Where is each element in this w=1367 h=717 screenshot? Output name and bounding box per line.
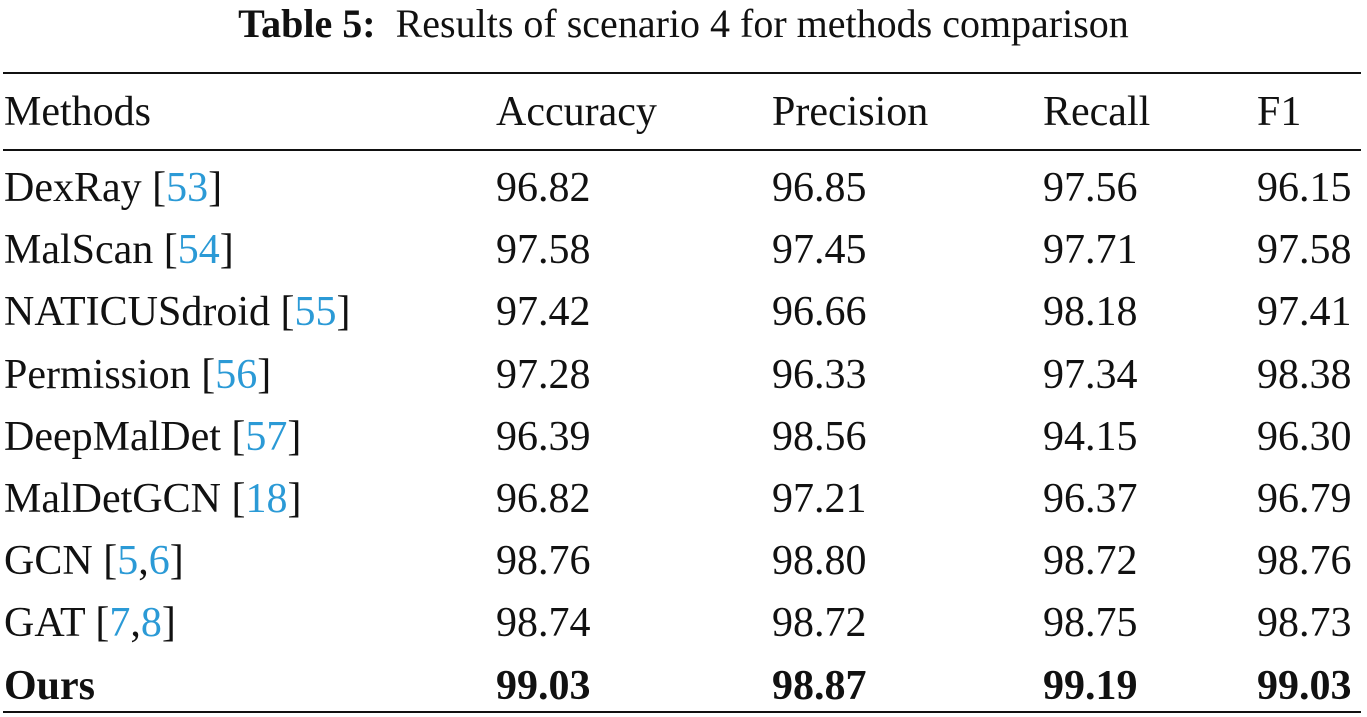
precision-cell: 98.87 xyxy=(772,662,867,709)
accuracy-cell: 96.82 xyxy=(496,165,591,211)
table-row: DeepMalDet [57] 96.39 98.56 94.15 96.30 xyxy=(0,406,1367,468)
column-header-recall: Recall xyxy=(1043,89,1151,135)
accuracy-cell: 96.39 xyxy=(496,413,591,460)
column-header-accuracy: Accuracy xyxy=(496,89,657,135)
recall-cell: 96.37 xyxy=(1043,476,1138,522)
precision-cell: 97.45 xyxy=(772,227,867,274)
header-rule xyxy=(3,149,1361,151)
table-row: Ours 99.03 98.87 99.19 99.03 xyxy=(0,655,1367,717)
table-row: NATICUSdroid [55] 97.42 96.66 98.18 97.41 xyxy=(0,281,1367,343)
citation-link[interactable]: 5 xyxy=(117,538,139,585)
method-name: DexRay xyxy=(4,165,142,211)
precision-cell: 98.56 xyxy=(772,413,867,460)
method-cell: MalDetGCN [18] xyxy=(4,476,302,522)
method-name: GAT xyxy=(4,600,85,647)
f1-cell: 96.30 xyxy=(1257,413,1352,460)
accuracy-cell: 98.74 xyxy=(496,600,591,647)
precision-cell: 96.85 xyxy=(772,165,867,211)
method-cell: NATICUSdroid [55] xyxy=(4,289,351,336)
citation-link[interactable]: 57 xyxy=(245,413,288,460)
table-caption-text: Results of scenario 4 for methods compar… xyxy=(395,1,1129,46)
precision-cell: 96.33 xyxy=(772,351,867,398)
recall-cell: 97.71 xyxy=(1043,227,1138,274)
precision-cell: 98.80 xyxy=(772,538,867,585)
accuracy-cell: 96.82 xyxy=(496,476,591,522)
method-cell: Ours xyxy=(4,655,95,717)
f1-cell: 97.58 xyxy=(1257,227,1352,274)
citation-link[interactable]: 6 xyxy=(148,538,170,585)
accuracy-cell: 97.42 xyxy=(496,289,591,336)
table-row: GCN [5,6] 98.76 98.80 98.72 98.76 xyxy=(0,530,1367,592)
method-name: Permission xyxy=(4,351,191,398)
method-cell: GAT [7,8] xyxy=(4,600,176,647)
table-header-row: Methods Accuracy Precision Recall F1 xyxy=(0,81,1367,143)
citation-link[interactable]: 56 xyxy=(215,351,258,398)
f1-cell: 97.41 xyxy=(1257,289,1352,336)
method-name: MalScan xyxy=(4,227,154,274)
table-row: MalDetGCN [18] 96.82 97.21 96.37 96.79 xyxy=(0,468,1367,530)
column-header-precision: Precision xyxy=(772,89,929,135)
recall-cell: 98.75 xyxy=(1043,600,1138,647)
method-cell: Permission [56] xyxy=(4,351,272,398)
citation-link[interactable]: 55 xyxy=(294,289,337,336)
f1-cell: 98.73 xyxy=(1257,600,1352,647)
precision-cell: 97.21 xyxy=(772,476,867,522)
table-row: GAT [7,8] 98.74 98.72 98.75 98.73 xyxy=(0,592,1367,654)
precision-cell: 98.72 xyxy=(772,600,867,647)
citation-link[interactable]: 8 xyxy=(140,600,162,647)
method-cell: DeepMalDet [57] xyxy=(4,413,302,460)
recall-cell: 98.72 xyxy=(1043,538,1138,585)
table-caption-label: Table 5: xyxy=(238,1,376,46)
method-cell: DexRay [53] xyxy=(4,165,223,211)
citation-link[interactable]: 7 xyxy=(109,600,131,647)
recall-cell: 97.34 xyxy=(1043,351,1138,398)
accuracy-cell: 97.28 xyxy=(496,351,591,398)
accuracy-cell: 98.76 xyxy=(496,538,591,585)
f1-cell: 99.03 xyxy=(1257,662,1352,709)
citation-link[interactable]: 54 xyxy=(177,227,220,274)
f1-cell: 96.79 xyxy=(1257,476,1352,522)
table-row: DexRay [53] 96.82 96.85 97.56 96.15 xyxy=(0,157,1367,219)
method-name: DeepMalDet xyxy=(4,413,221,460)
recall-cell: 94.15 xyxy=(1043,413,1138,460)
recall-cell: 99.19 xyxy=(1043,662,1138,709)
table-row: Permission [56] 97.28 96.33 97.34 98.38 xyxy=(0,344,1367,406)
citation-link[interactable]: 18 xyxy=(245,476,288,522)
method-name: NATICUSdroid xyxy=(4,289,271,336)
column-header-methods: Methods xyxy=(4,89,151,135)
f1-cell: 98.76 xyxy=(1257,538,1352,585)
table-caption: Table 5: Results of scenario 4 for metho… xyxy=(0,0,1367,48)
precision-cell: 96.66 xyxy=(772,289,867,336)
f1-cell: 96.15 xyxy=(1257,165,1352,211)
method-name: MalDetGCN xyxy=(4,476,221,522)
citation-link[interactable]: 53 xyxy=(166,165,209,211)
column-header-f1: F1 xyxy=(1257,89,1302,135)
table-row: MalScan [54] 97.58 97.45 97.71 97.58 xyxy=(0,219,1367,281)
method-name: GCN xyxy=(4,538,93,585)
accuracy-cell: 99.03 xyxy=(496,662,591,709)
recall-cell: 98.18 xyxy=(1043,289,1138,336)
method-cell: GCN [5,6] xyxy=(4,538,184,585)
method-name: Ours xyxy=(4,662,96,709)
top-rule xyxy=(3,72,1361,74)
accuracy-cell: 97.58 xyxy=(496,227,591,274)
method-cell: MalScan [54] xyxy=(4,227,234,274)
f1-cell: 98.38 xyxy=(1257,351,1352,398)
bottom-rule xyxy=(3,711,1361,713)
recall-cell: 97.56 xyxy=(1043,165,1138,211)
